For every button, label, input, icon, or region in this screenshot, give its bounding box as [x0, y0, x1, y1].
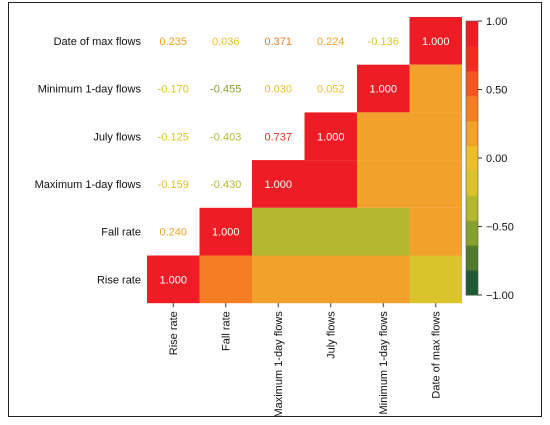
heatmap-cell — [252, 255, 305, 304]
heatmap-cell-diagonal — [304, 112, 357, 161]
heatmap-cell — [252, 207, 305, 256]
colorbar-tick-label: 1.00 — [486, 16, 507, 28]
colorbar-segment — [466, 245, 478, 271]
cell-value-label: 0.737 — [264, 131, 292, 143]
colorbar-segment — [466, 220, 478, 246]
heatmap-cell — [409, 112, 462, 161]
heatmap-cell-diagonal — [357, 64, 410, 113]
heatmap-cell — [357, 255, 410, 304]
heatmap-cell-diagonal — [252, 160, 305, 208]
colorbar-segment — [466, 45, 478, 72]
colorbar-segment — [466, 21, 478, 47]
cell-value-label: 0.240 — [159, 227, 187, 239]
col-label: Rise rate — [168, 311, 180, 355]
cell-value-label: 0.224 — [317, 36, 345, 48]
heatmap-cell — [409, 160, 462, 208]
heatmap-cell-diagonal — [147, 255, 200, 304]
heatmap-cell-diagonal — [199, 207, 252, 256]
cell-value-label: 0.030 — [264, 84, 292, 96]
cell-value-label: 0.371 — [264, 36, 292, 48]
cell-value-label: -0.125 — [158, 131, 189, 143]
cell-value-label: 0.052 — [317, 84, 345, 96]
heatmap-cell — [199, 255, 252, 304]
cell-value-label: 1.000 — [317, 131, 345, 143]
cell-value-label: -0.159 — [158, 179, 189, 191]
cell-value-label: -0.136 — [368, 36, 399, 48]
row-label: Date of max flows — [54, 36, 142, 48]
cell-value-label: 1.000 — [159, 274, 187, 286]
row-label: Maximum 1-day flows — [35, 179, 142, 191]
row-label: July flows — [93, 131, 141, 143]
heatmap-cell — [304, 207, 357, 256]
cell-value-label: -0.430 — [210, 179, 241, 191]
cell-value-label: -0.455 — [210, 84, 241, 96]
row-label: Fall rate — [101, 227, 141, 239]
correlation-heatmap: 0.235 0.036 0.371 0.224 -0.136 1.000 -0.170 -0.… — [35, 16, 514, 416]
cell-value-label: 1.000 — [212, 227, 240, 239]
colorbar-segment — [466, 70, 478, 97]
colorbar-segment — [466, 145, 478, 171]
col-label: Maximum 1-day flows — [273, 311, 285, 416]
heatmap-cell — [357, 160, 410, 208]
figure-frame: 0.235 0.036 0.371 0.224 -0.136 1.000 -0.170 -0.… — [8, 2, 542, 417]
cell-value-label: 0.235 — [159, 36, 187, 48]
cell-value-label: 1.000 — [369, 84, 397, 96]
cell-value-label: -0.170 — [158, 84, 189, 96]
colorbar-segment — [466, 95, 478, 122]
heatmap-cell — [409, 255, 462, 304]
heatmap-cell — [409, 207, 462, 256]
colorbar-segment — [466, 120, 478, 147]
heatmap-cell — [304, 160, 357, 208]
heatmap-cell — [409, 64, 462, 113]
colorbar-tick-label: 0.50 — [486, 85, 507, 97]
colorbar-tick-label: −1.00 — [486, 290, 514, 302]
heatmap-cell-diagonal — [409, 17, 462, 65]
heatmap-cell — [357, 112, 410, 161]
colorbar-segment — [466, 270, 478, 296]
col-label: July flows — [326, 311, 338, 359]
col-label: Date of max flows — [431, 311, 443, 399]
cell-value-label: 0.036 — [212, 36, 240, 48]
cell-value-label: 1.000 — [264, 179, 292, 191]
colorbar-segment — [466, 170, 478, 196]
colorbar-tick-label: −0.50 — [486, 222, 514, 234]
heatmap-cell — [357, 207, 410, 256]
col-label: Fall rate — [221, 311, 233, 351]
col-label: Minimum 1-day flows — [378, 311, 390, 415]
row-label: Rise rate — [97, 274, 141, 286]
colorbar-segment — [466, 195, 478, 221]
heatmap-cell — [304, 255, 357, 304]
colorbar-tick-label: 0.00 — [486, 153, 507, 165]
row-label: Minimum 1-day flows — [38, 84, 142, 96]
cell-value-label: 1.000 — [422, 36, 450, 48]
cell-value-label: -0.403 — [210, 131, 241, 143]
